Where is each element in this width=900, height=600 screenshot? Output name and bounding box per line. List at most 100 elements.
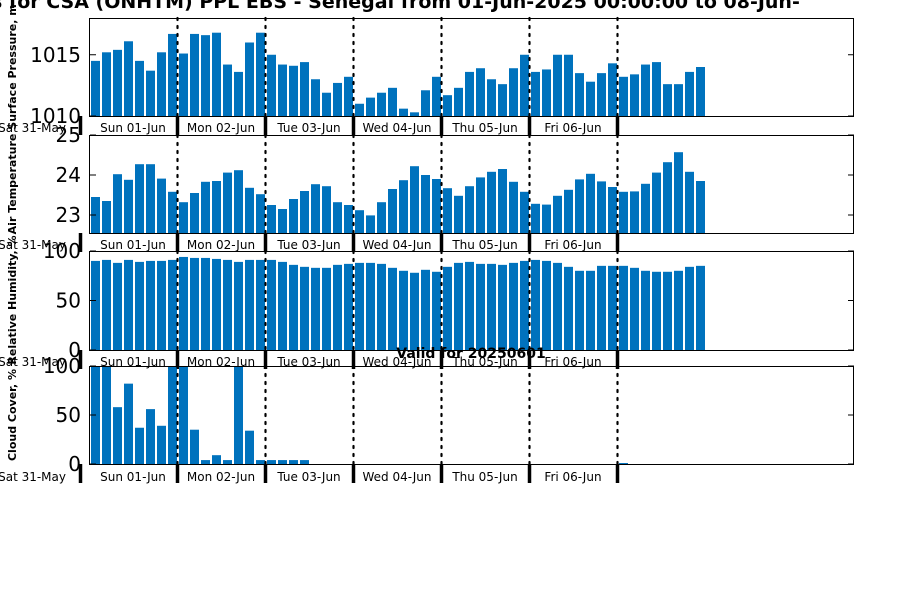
day-label: Mon 02-Jun [187,121,255,135]
bar [300,191,309,233]
bar [278,209,287,233]
bar [487,263,496,350]
bar [663,84,672,116]
bar [146,260,155,350]
ytick-label: 23 [56,203,81,227]
bar [542,204,551,233]
bar [344,263,353,350]
day-label: Tue 03-Jun [276,355,340,369]
ytick-label: 1015 [30,43,81,67]
bar [168,191,177,233]
day-label: Wed 04-Jun [363,121,432,135]
bar [212,32,221,117]
axes-frame [89,18,854,117]
bar [498,264,507,350]
bar [289,65,298,116]
day-label: Mon 02-Jun [187,355,255,369]
bar [487,79,496,116]
ytick-label: 50 [56,289,81,313]
ylabel: Surface Pressure, m [6,4,19,129]
panel-3: 0 50 100 Relative Humidity, %Sat 31-May Sun … [0,235,854,369]
bar [322,186,331,233]
bar [454,195,463,233]
bar [267,205,276,233]
bar [146,409,155,464]
bar [399,108,408,116]
day-label: Fri 06-Jun [544,121,601,135]
bar [322,92,331,116]
bar [663,271,672,350]
ylabel: Cloud Cover, % [6,369,19,461]
bar [553,54,562,116]
bar [652,62,661,116]
bar [421,269,430,350]
bar [586,270,595,350]
bar [399,180,408,233]
bar [597,265,606,350]
bar [696,181,705,233]
bar [245,187,254,233]
bar [509,262,518,350]
bar [388,87,397,116]
bar [355,210,364,233]
bar [685,171,694,233]
day-label: Thu 05-Jun [451,470,517,484]
ytick-label: 50 [56,403,81,427]
bar [366,215,375,233]
bar [443,95,452,116]
bar [289,199,298,233]
ytick-label: 24 [56,163,81,187]
bar [630,267,639,350]
bar [157,260,166,350]
ylabel: Relative Humidity, % [6,235,19,364]
bar [223,460,232,464]
bar [245,259,254,350]
bar [124,41,133,116]
bar [619,463,628,464]
bar [685,71,694,116]
bar [245,42,254,116]
bar [652,271,661,350]
bar [179,53,188,116]
bar [663,162,672,233]
bar [289,460,298,464]
bar [641,270,650,350]
bar [553,262,562,350]
bar [135,164,144,233]
bar [278,64,287,116]
day-label: Fri 06-Jun [544,355,601,369]
bar [300,62,309,116]
bar [641,64,650,116]
bar [135,427,144,464]
bar [267,54,276,116]
bar [223,64,232,116]
bar [520,260,529,350]
bar [201,460,210,464]
bar [432,76,441,116]
bar [113,262,122,350]
bar [674,270,683,350]
bar [641,183,650,233]
bar [333,264,342,350]
bar [179,366,188,464]
bar [410,166,419,233]
bar [256,32,265,117]
day-label: Sun 01-Jun [100,238,166,252]
bar [674,84,683,116]
bar [465,261,474,350]
bar [157,178,166,233]
bar [377,92,386,116]
bar [608,265,617,350]
bar [168,366,177,464]
bar [454,262,463,350]
bar [212,258,221,350]
bar [421,90,430,116]
day-label: Sat 31-May [0,355,66,369]
day-label: Mon 02-Jun [187,470,255,484]
bar [113,49,122,116]
bar [454,87,463,116]
bar [201,181,210,233]
bar [267,460,276,464]
bar [91,60,100,116]
